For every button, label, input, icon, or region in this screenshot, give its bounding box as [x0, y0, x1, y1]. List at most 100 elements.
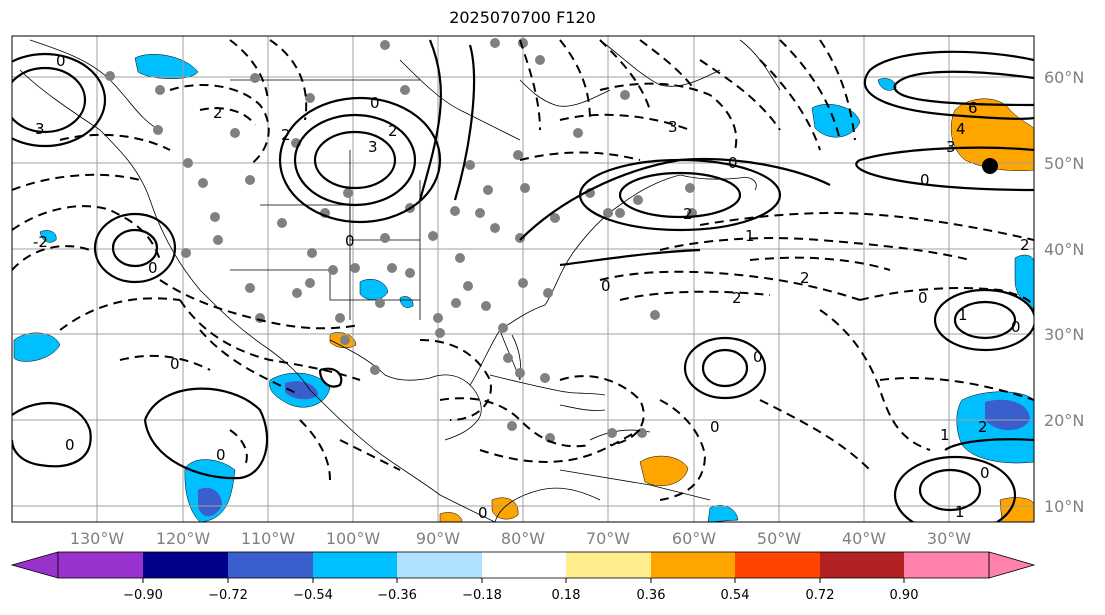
dashed-contours [12, 39, 1034, 501]
map-panel: 0 3 2 2 0 2 3 0 -2 0 0 0 0 3 0 2 1 2 2 0… [12, 36, 1034, 522]
page-title: 2025070700 F120 [449, 8, 596, 27]
colorbar-tick-label: −0.72 [208, 588, 248, 603]
lat-tick-label: 50°N [1044, 154, 1084, 173]
solid-contours [12, 39, 1034, 522]
colorbar-tick-label: 0.18 [552, 588, 581, 603]
shade-blue-patch [134, 54, 199, 79]
contour-label: 2 [281, 126, 291, 144]
shade-blue-patch [359, 279, 389, 300]
lon-tick-label: 30°W [927, 529, 971, 548]
shade-blue-patch [285, 381, 318, 400]
station-dots [105, 38, 697, 443]
contour-label: 0 [1011, 318, 1021, 336]
contour-label: 0 [370, 94, 380, 112]
lat-tick-label: 40°N [1044, 240, 1084, 259]
colorbar-tick-label: −0.54 [293, 588, 333, 603]
shaded-anomalies [13, 54, 1034, 522]
colorbar-tick-label: 0.72 [806, 588, 835, 603]
lon-tick-label: 50°W [757, 529, 801, 548]
colorbar-tick-label: −0.36 [377, 588, 417, 603]
contour-label: 2 [978, 418, 988, 436]
lon-tick-label: 100°W [326, 529, 381, 548]
lat-tick-label: 10°N [1044, 497, 1084, 516]
colorbar-tick-label: 0.36 [637, 588, 666, 603]
lon-tick-label: 130°W [70, 529, 125, 548]
contour-label: 6 [968, 99, 978, 117]
contour-label: 0 [601, 277, 611, 295]
contour-label: 0 [753, 348, 763, 366]
colorbar-ticks [142, 578, 905, 583]
contour-label: 4 [956, 120, 966, 138]
lon-tick-label: 120°W [156, 529, 211, 548]
lon-axis: 130°W 120°W 110°W 100°W 90°W 80°W 70°W 6… [70, 529, 971, 548]
contour-label: 2 [213, 104, 223, 122]
contour-label: 0 [710, 418, 720, 436]
contour-label: 2 [1020, 236, 1030, 254]
contour-label: 0 [980, 464, 990, 482]
shade-blue-patch [13, 332, 61, 362]
contour-label: 0 [65, 436, 75, 454]
contour-label: 3 [368, 138, 378, 156]
contour-label: 2 [800, 269, 810, 287]
colorbar-bin [651, 552, 735, 578]
contour-label: 0 [56, 52, 66, 70]
lat-tick-label: 60°N [1044, 68, 1084, 87]
shade-blue-patch [39, 230, 57, 243]
contour-label: 0 [728, 154, 738, 172]
colorbar-extend-right [988, 551, 1036, 579]
lon-tick-label: 60°W [672, 529, 716, 548]
colorbar-bin [228, 552, 313, 578]
colorbar-bin [397, 552, 482, 578]
shade-blue-patch [1014, 254, 1034, 309]
shade-blue-patch [399, 296, 414, 308]
contour-label: -2 [33, 233, 48, 251]
contour-label: 0 [216, 446, 226, 464]
lon-tick-label: 40°W [842, 529, 886, 548]
contour-label: 1 [955, 503, 965, 521]
contour-label: 0 [170, 355, 180, 373]
contour-label: 2 [388, 122, 398, 140]
colorbar-bin [58, 552, 143, 578]
shade-orange-patch [439, 512, 463, 522]
colorbar-bin [735, 552, 820, 578]
shade-orange-patch [639, 455, 689, 486]
shade-blue-patch [198, 487, 222, 517]
colorbar-tick-label: 0.54 [721, 588, 750, 603]
contour-label: 3 [35, 120, 45, 138]
lat-tick-label: 30°N [1044, 325, 1084, 344]
colorbar-bin [820, 552, 904, 578]
colorbar-bin [482, 552, 566, 578]
contour-label: 0 [345, 232, 355, 250]
colorbar-bin [143, 552, 228, 578]
lat-tick-label: 20°N [1044, 411, 1084, 430]
contour-labels: 0 3 2 2 0 2 3 0 -2 0 0 0 0 3 0 2 1 2 2 0… [33, 52, 1030, 522]
colorbar-bin [313, 552, 397, 578]
colorbar-bin [904, 552, 989, 578]
colorbar-tick-label: −0.90 [123, 588, 163, 603]
lon-tick-label: 90°W [416, 529, 460, 548]
contour-label: 3 [946, 138, 956, 156]
coastlines [19, 39, 781, 522]
contour-label: 2 [683, 205, 693, 223]
contour-label: 0 [918, 289, 928, 307]
lon-tick-label: 80°W [501, 529, 545, 548]
colorbar-extend-left [10, 551, 59, 579]
map-frame [11, 35, 1035, 523]
colorbar-bin [566, 552, 651, 578]
contour-label: 1 [958, 306, 968, 324]
lon-tick-label: 70°W [586, 529, 630, 548]
contour-label: 3 [668, 118, 678, 136]
contour-label: 1 [745, 227, 755, 245]
contour-label: 1 [940, 426, 950, 444]
contour-label: 2 [732, 289, 742, 307]
contour-label: 0 [920, 171, 930, 189]
colorbar-frame [57, 551, 990, 579]
contour-label: 0 [148, 259, 158, 277]
marker-dot [982, 158, 998, 174]
shade-blue-patch [877, 78, 897, 91]
colorbar: −0.90 −0.72 −0.54 −0.36 −0.18 0.18 0.36 … [10, 551, 1036, 603]
lat-axis: 60°N 50°N 40°N 30°N 20°N 10°N [1044, 68, 1084, 516]
colorbar-tick-label: −0.18 [462, 588, 502, 603]
shade-blue-patch [985, 399, 1030, 431]
lon-tick-label: 110°W [241, 529, 296, 548]
